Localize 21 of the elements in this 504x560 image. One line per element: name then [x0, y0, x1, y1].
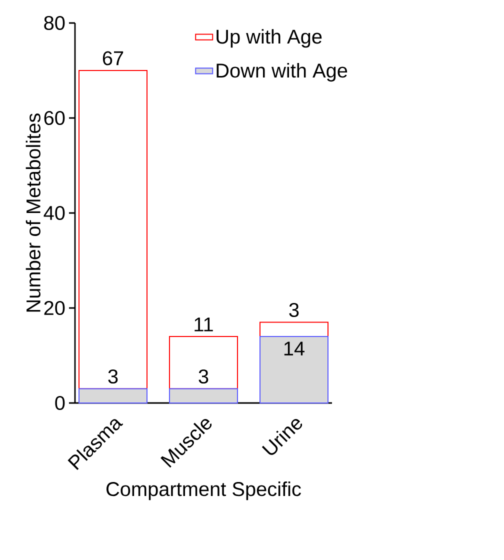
- legend-label: Up with Age: [216, 29, 322, 48]
- data-label: 3: [108, 369, 118, 384]
- data-label: 3: [289, 302, 299, 318]
- x-axis-title: Compartment Specific: [106, 482, 301, 500]
- y-tick-label: 80: [44, 16, 65, 30]
- legend-label: Down with Age: [216, 63, 348, 82]
- bar: [259, 336, 328, 404]
- y-tick-label: 0: [55, 396, 65, 410]
- y-tick-label: 40: [44, 206, 65, 220]
- bar: [78, 70, 148, 390]
- bar: [168, 388, 238, 404]
- bar: [78, 388, 148, 404]
- y-axis-title: Number of Metabolites: [26, 114, 40, 312]
- data-label: 11: [194, 318, 213, 332]
- bar: [259, 322, 328, 337]
- data-label: 3: [198, 369, 208, 384]
- y-tick-label: 20: [44, 300, 65, 316]
- data-label: 14: [284, 342, 304, 356]
- y-tick-label: 60: [44, 110, 65, 126]
- bar: [168, 336, 238, 390]
- data-label: 67: [102, 51, 124, 66]
